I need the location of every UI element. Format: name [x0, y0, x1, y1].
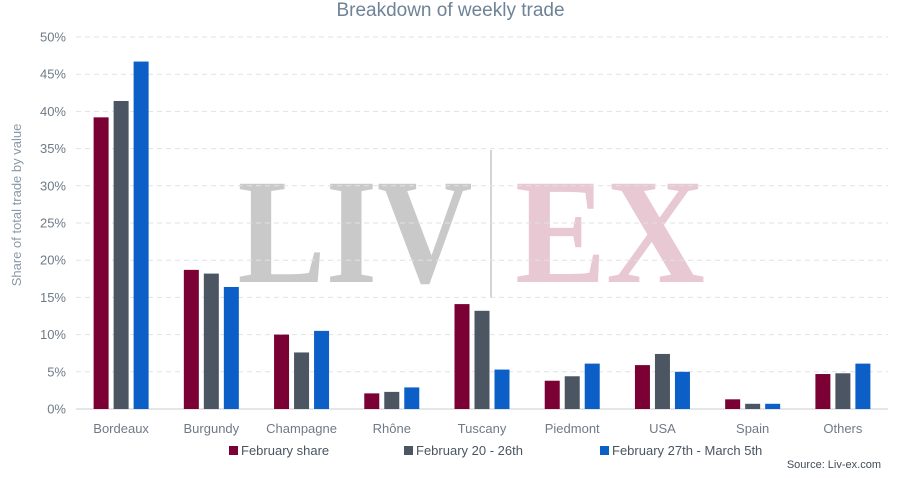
bars — [93, 61, 871, 410]
legend-label: February 27th - March 5th — [612, 443, 762, 458]
bar — [183, 269, 199, 409]
bar — [294, 352, 310, 409]
bar — [113, 100, 129, 409]
bar — [634, 365, 650, 409]
bar — [203, 273, 219, 409]
bar — [133, 61, 149, 409]
bar — [674, 371, 690, 409]
y-tick-label: 35% — [40, 141, 66, 156]
bar — [815, 374, 831, 409]
source-note: Source: Liv-ex.com — [786, 459, 881, 471]
bar — [314, 330, 330, 409]
y-axis-ticks: 0% 5% 10% 15% 20% 25% 30% 35% 40% 45% 50% — [40, 30, 66, 417]
legend-label: February 20 - 26th — [416, 443, 523, 458]
bar — [564, 376, 580, 409]
y-tick-label: 45% — [40, 67, 66, 82]
bar — [765, 403, 781, 409]
bar — [855, 363, 871, 409]
y-tick-label: 30% — [40, 178, 66, 193]
bar — [584, 363, 600, 409]
liv-ex-watermark: LIV EX — [238, 149, 706, 315]
x-tick-label: Champagne — [266, 421, 337, 436]
bar — [494, 369, 510, 409]
chart-title: Breakdown of weekly trade — [336, 0, 565, 21]
y-tick-label: 0% — [47, 402, 66, 417]
y-tick-label: 40% — [40, 104, 66, 119]
x-tick-label: Piedmont — [545, 421, 600, 436]
bar — [454, 304, 470, 409]
watermark-ex: EX — [515, 149, 705, 315]
y-tick-label: 25% — [40, 216, 66, 231]
legend-swatch — [600, 446, 609, 455]
x-tick-label: USA — [649, 421, 676, 436]
bar — [474, 310, 490, 409]
bar — [544, 380, 560, 409]
watermark-divider — [490, 150, 492, 298]
x-axis-ticks: Bordeaux Burgundy Champagne Rhône Tuscany Pie… — [93, 421, 863, 436]
bar — [223, 286, 239, 409]
y-tick-label: 50% — [40, 30, 66, 45]
legend-swatch — [404, 446, 413, 455]
x-tick-label: Others — [823, 421, 863, 436]
bar — [93, 117, 109, 410]
bar — [745, 403, 761, 409]
legend-swatch — [229, 446, 238, 455]
bar — [404, 387, 420, 409]
bar — [384, 391, 400, 409]
y-axis-label: Share of total trade by value — [9, 124, 24, 287]
y-tick-label: 20% — [40, 253, 66, 268]
x-tick-label: Tuscany — [458, 421, 507, 436]
bar — [274, 334, 290, 409]
bar — [725, 399, 741, 409]
y-tick-label: 5% — [47, 364, 66, 379]
x-tick-label: Spain — [736, 421, 769, 436]
legend: February share February 20 - 26th February… — [229, 443, 762, 458]
y-tick-label: 15% — [40, 290, 66, 305]
bar — [654, 353, 670, 409]
watermark-liv: LIV — [238, 149, 473, 315]
bar — [364, 393, 380, 409]
x-tick-label: Burgundy — [184, 421, 240, 436]
x-tick-label: Bordeaux — [93, 421, 149, 436]
x-tick-label: Rhône — [373, 421, 411, 436]
y-tick-label: 10% — [40, 327, 66, 342]
bar — [835, 373, 851, 409]
legend-label: February share — [241, 443, 329, 458]
